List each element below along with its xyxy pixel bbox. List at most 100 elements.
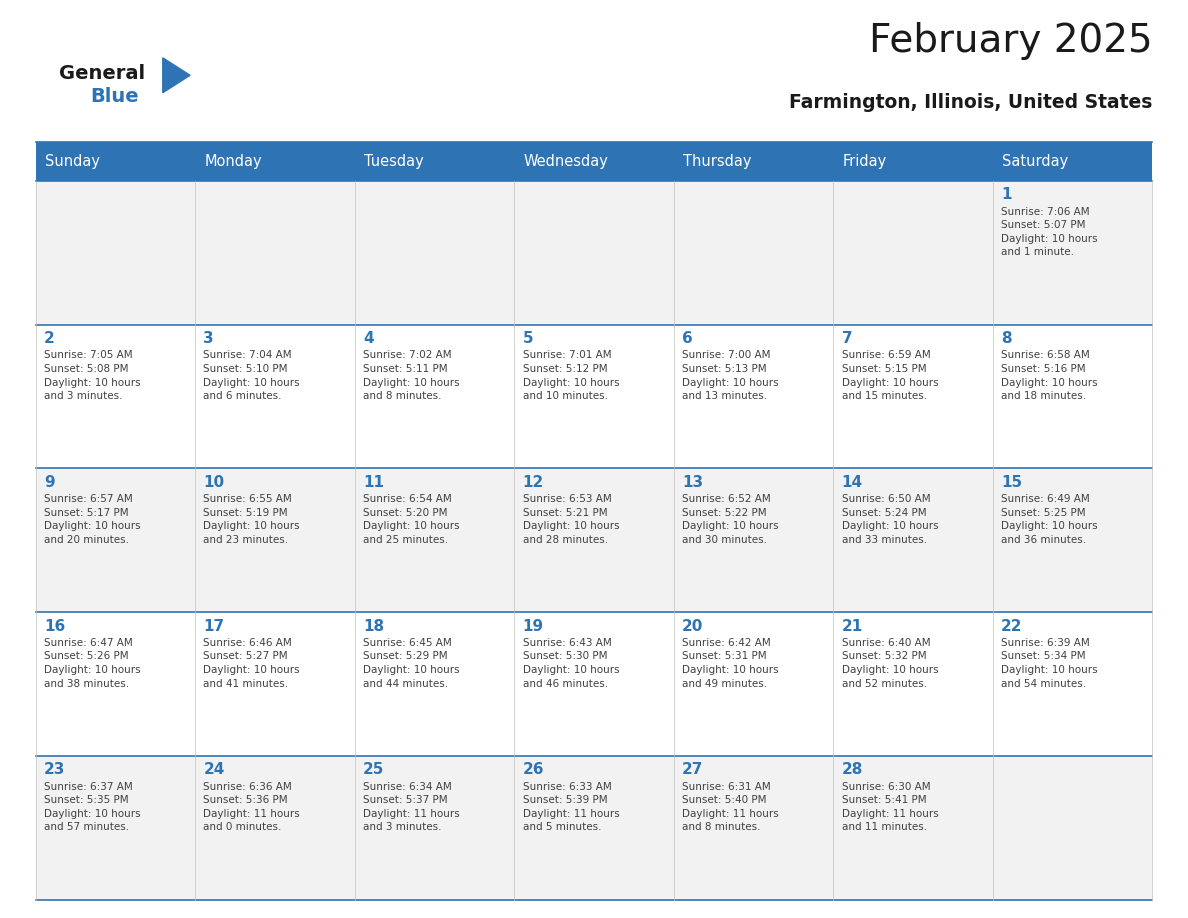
Text: Sunrise: 6:33 AM
Sunset: 5:39 PM
Daylight: 11 hours
and 5 minutes.: Sunrise: 6:33 AM Sunset: 5:39 PM Dayligh… — [523, 781, 619, 833]
Text: 6: 6 — [682, 331, 693, 346]
Bar — [833, 468, 993, 612]
Bar — [355, 142, 514, 181]
Text: Sunrise: 6:49 AM
Sunset: 5:25 PM
Daylight: 10 hours
and 36 minutes.: Sunrise: 6:49 AM Sunset: 5:25 PM Dayligh… — [1001, 494, 1098, 545]
Bar — [993, 142, 1152, 181]
Text: February 2025: February 2025 — [868, 22, 1152, 60]
Text: 5: 5 — [523, 331, 533, 346]
Text: Farmington, Illinois, United States: Farmington, Illinois, United States — [789, 93, 1152, 112]
Text: 17: 17 — [203, 619, 225, 633]
Text: 18: 18 — [364, 619, 384, 633]
Text: Sunrise: 6:37 AM
Sunset: 5:35 PM
Daylight: 10 hours
and 57 minutes.: Sunrise: 6:37 AM Sunset: 5:35 PM Dayligh… — [44, 781, 140, 833]
Text: Wednesday: Wednesday — [524, 154, 608, 169]
Bar — [514, 756, 674, 900]
Bar — [674, 612, 833, 756]
Text: Sunrise: 6:43 AM
Sunset: 5:30 PM
Daylight: 10 hours
and 46 minutes.: Sunrise: 6:43 AM Sunset: 5:30 PM Dayligh… — [523, 638, 619, 688]
Text: 16: 16 — [44, 619, 65, 633]
Text: Sunrise: 7:05 AM
Sunset: 5:08 PM
Daylight: 10 hours
and 3 minutes.: Sunrise: 7:05 AM Sunset: 5:08 PM Dayligh… — [44, 351, 140, 401]
Bar — [993, 325, 1152, 468]
Bar — [514, 142, 674, 181]
Bar — [674, 181, 833, 325]
Text: Sunday: Sunday — [45, 154, 100, 169]
Text: Sunrise: 7:00 AM
Sunset: 5:13 PM
Daylight: 10 hours
and 13 minutes.: Sunrise: 7:00 AM Sunset: 5:13 PM Dayligh… — [682, 351, 778, 401]
Text: Sunrise: 6:45 AM
Sunset: 5:29 PM
Daylight: 10 hours
and 44 minutes.: Sunrise: 6:45 AM Sunset: 5:29 PM Dayligh… — [364, 638, 460, 688]
Bar — [514, 468, 674, 612]
Bar — [195, 612, 355, 756]
Bar — [833, 181, 993, 325]
Text: 10: 10 — [203, 475, 225, 490]
Bar — [674, 756, 833, 900]
Text: Sunrise: 6:50 AM
Sunset: 5:24 PM
Daylight: 10 hours
and 33 minutes.: Sunrise: 6:50 AM Sunset: 5:24 PM Dayligh… — [841, 494, 939, 545]
Bar — [833, 612, 993, 756]
Text: General: General — [59, 63, 145, 83]
Text: 12: 12 — [523, 475, 544, 490]
Text: Saturday: Saturday — [1003, 154, 1068, 169]
Bar — [674, 325, 833, 468]
Bar — [833, 325, 993, 468]
Bar — [993, 181, 1152, 325]
Text: 3: 3 — [203, 331, 214, 346]
Text: Sunrise: 7:04 AM
Sunset: 5:10 PM
Daylight: 10 hours
and 6 minutes.: Sunrise: 7:04 AM Sunset: 5:10 PM Dayligh… — [203, 351, 301, 401]
Bar — [993, 468, 1152, 612]
Text: 13: 13 — [682, 475, 703, 490]
Bar — [36, 181, 195, 325]
Text: Sunrise: 6:40 AM
Sunset: 5:32 PM
Daylight: 10 hours
and 52 minutes.: Sunrise: 6:40 AM Sunset: 5:32 PM Dayligh… — [841, 638, 939, 688]
Text: 1: 1 — [1001, 187, 1012, 202]
Bar — [674, 468, 833, 612]
Bar — [195, 142, 355, 181]
Text: Sunrise: 6:42 AM
Sunset: 5:31 PM
Daylight: 10 hours
and 49 minutes.: Sunrise: 6:42 AM Sunset: 5:31 PM Dayligh… — [682, 638, 778, 688]
Text: 4: 4 — [364, 331, 374, 346]
Text: 24: 24 — [203, 762, 225, 778]
Text: 25: 25 — [364, 762, 385, 778]
Text: Friday: Friday — [842, 154, 887, 169]
Text: 11: 11 — [364, 475, 384, 490]
Text: Sunrise: 7:06 AM
Sunset: 5:07 PM
Daylight: 10 hours
and 1 minute.: Sunrise: 7:06 AM Sunset: 5:07 PM Dayligh… — [1001, 207, 1098, 257]
Text: Sunrise: 6:31 AM
Sunset: 5:40 PM
Daylight: 11 hours
and 8 minutes.: Sunrise: 6:31 AM Sunset: 5:40 PM Dayligh… — [682, 781, 779, 833]
Text: Sunrise: 6:36 AM
Sunset: 5:36 PM
Daylight: 11 hours
and 0 minutes.: Sunrise: 6:36 AM Sunset: 5:36 PM Dayligh… — [203, 781, 301, 833]
Text: Sunrise: 6:54 AM
Sunset: 5:20 PM
Daylight: 10 hours
and 25 minutes.: Sunrise: 6:54 AM Sunset: 5:20 PM Dayligh… — [364, 494, 460, 545]
Text: Sunrise: 6:46 AM
Sunset: 5:27 PM
Daylight: 10 hours
and 41 minutes.: Sunrise: 6:46 AM Sunset: 5:27 PM Dayligh… — [203, 638, 301, 688]
Text: 28: 28 — [841, 762, 862, 778]
Bar — [514, 612, 674, 756]
Text: Sunrise: 6:55 AM
Sunset: 5:19 PM
Daylight: 10 hours
and 23 minutes.: Sunrise: 6:55 AM Sunset: 5:19 PM Dayligh… — [203, 494, 301, 545]
Bar — [36, 756, 195, 900]
Text: Sunrise: 6:39 AM
Sunset: 5:34 PM
Daylight: 10 hours
and 54 minutes.: Sunrise: 6:39 AM Sunset: 5:34 PM Dayligh… — [1001, 638, 1098, 688]
Text: 2: 2 — [44, 331, 55, 346]
Text: Sunrise: 7:01 AM
Sunset: 5:12 PM
Daylight: 10 hours
and 10 minutes.: Sunrise: 7:01 AM Sunset: 5:12 PM Dayligh… — [523, 351, 619, 401]
Bar — [195, 181, 355, 325]
Text: Blue: Blue — [90, 86, 139, 106]
Bar — [355, 612, 514, 756]
Bar — [36, 468, 195, 612]
Bar — [355, 325, 514, 468]
Text: 20: 20 — [682, 619, 703, 633]
Text: Sunrise: 6:47 AM
Sunset: 5:26 PM
Daylight: 10 hours
and 38 minutes.: Sunrise: 6:47 AM Sunset: 5:26 PM Dayligh… — [44, 638, 140, 688]
Bar — [195, 756, 355, 900]
Bar — [993, 756, 1152, 900]
Bar — [36, 142, 195, 181]
Text: 14: 14 — [841, 475, 862, 490]
Text: Sunrise: 6:34 AM
Sunset: 5:37 PM
Daylight: 11 hours
and 3 minutes.: Sunrise: 6:34 AM Sunset: 5:37 PM Dayligh… — [364, 781, 460, 833]
Text: Tuesday: Tuesday — [365, 154, 424, 169]
Bar — [674, 142, 833, 181]
Text: Sunrise: 6:52 AM
Sunset: 5:22 PM
Daylight: 10 hours
and 30 minutes.: Sunrise: 6:52 AM Sunset: 5:22 PM Dayligh… — [682, 494, 778, 545]
Text: 21: 21 — [841, 619, 862, 633]
Bar — [355, 181, 514, 325]
Text: Sunrise: 6:57 AM
Sunset: 5:17 PM
Daylight: 10 hours
and 20 minutes.: Sunrise: 6:57 AM Sunset: 5:17 PM Dayligh… — [44, 494, 140, 545]
Text: 9: 9 — [44, 475, 55, 490]
Bar — [195, 325, 355, 468]
Text: 19: 19 — [523, 619, 544, 633]
Bar — [833, 142, 993, 181]
Text: 7: 7 — [841, 331, 852, 346]
Text: Sunrise: 6:53 AM
Sunset: 5:21 PM
Daylight: 10 hours
and 28 minutes.: Sunrise: 6:53 AM Sunset: 5:21 PM Dayligh… — [523, 494, 619, 545]
Text: 27: 27 — [682, 762, 703, 778]
Text: Sunrise: 6:30 AM
Sunset: 5:41 PM
Daylight: 11 hours
and 11 minutes.: Sunrise: 6:30 AM Sunset: 5:41 PM Dayligh… — [841, 781, 939, 833]
Bar — [355, 468, 514, 612]
Bar — [993, 612, 1152, 756]
Bar — [355, 756, 514, 900]
Bar — [514, 181, 674, 325]
Text: Monday: Monday — [204, 154, 263, 169]
Bar — [36, 612, 195, 756]
Text: 23: 23 — [44, 762, 65, 778]
Polygon shape — [163, 58, 190, 93]
Text: 26: 26 — [523, 762, 544, 778]
Text: Sunrise: 6:59 AM
Sunset: 5:15 PM
Daylight: 10 hours
and 15 minutes.: Sunrise: 6:59 AM Sunset: 5:15 PM Dayligh… — [841, 351, 939, 401]
